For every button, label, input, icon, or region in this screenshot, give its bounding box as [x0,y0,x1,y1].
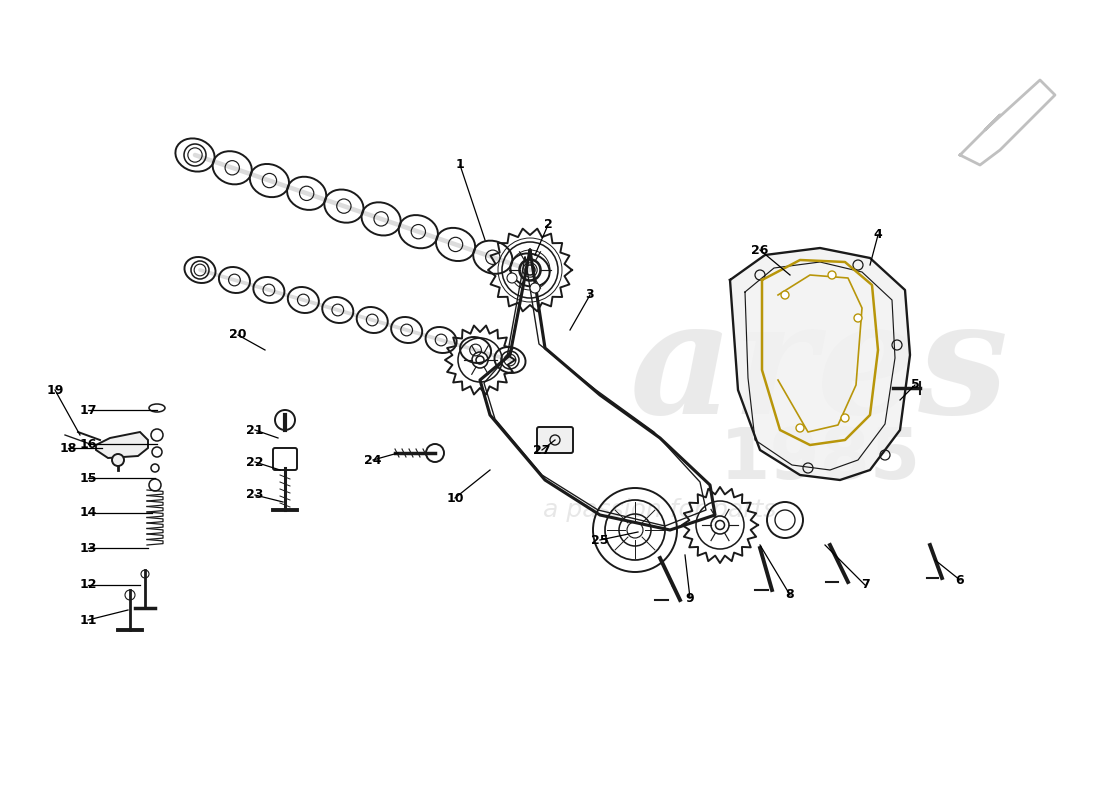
Text: 1985: 1985 [719,426,921,494]
Polygon shape [96,432,148,458]
Circle shape [842,414,849,422]
Circle shape [530,283,540,293]
Text: 21: 21 [246,423,264,437]
FancyBboxPatch shape [537,427,573,453]
Text: 25: 25 [592,534,608,546]
Text: 6: 6 [956,574,965,586]
Text: a passion for parts: a passion for parts [543,498,777,522]
Text: 5: 5 [911,378,920,391]
Text: 14: 14 [79,506,97,519]
Text: 15: 15 [79,471,97,485]
Text: 27: 27 [534,443,551,457]
Circle shape [796,424,804,432]
Circle shape [828,271,836,279]
Text: 12: 12 [79,578,97,591]
Text: 24: 24 [364,454,382,466]
Text: 8: 8 [785,589,794,602]
Text: 20: 20 [229,329,246,342]
Circle shape [781,291,789,299]
Text: 3: 3 [585,289,594,302]
Text: 10: 10 [447,491,464,505]
Text: 4: 4 [873,229,882,242]
Text: 18: 18 [59,442,77,454]
Text: 7: 7 [860,578,869,591]
Text: 1: 1 [455,158,464,171]
Text: 11: 11 [79,614,97,626]
Text: 2: 2 [543,218,552,231]
Text: 19: 19 [46,383,64,397]
Text: 9: 9 [685,591,694,605]
Text: ares: ares [630,293,1010,447]
Text: 16: 16 [79,438,97,450]
Circle shape [854,314,862,322]
Text: 22: 22 [246,455,264,469]
Text: 26: 26 [751,243,769,257]
Text: 13: 13 [79,542,97,554]
Text: 23: 23 [246,489,264,502]
Text: 17: 17 [79,403,97,417]
Circle shape [507,273,517,283]
Circle shape [112,454,124,466]
Polygon shape [730,248,910,480]
